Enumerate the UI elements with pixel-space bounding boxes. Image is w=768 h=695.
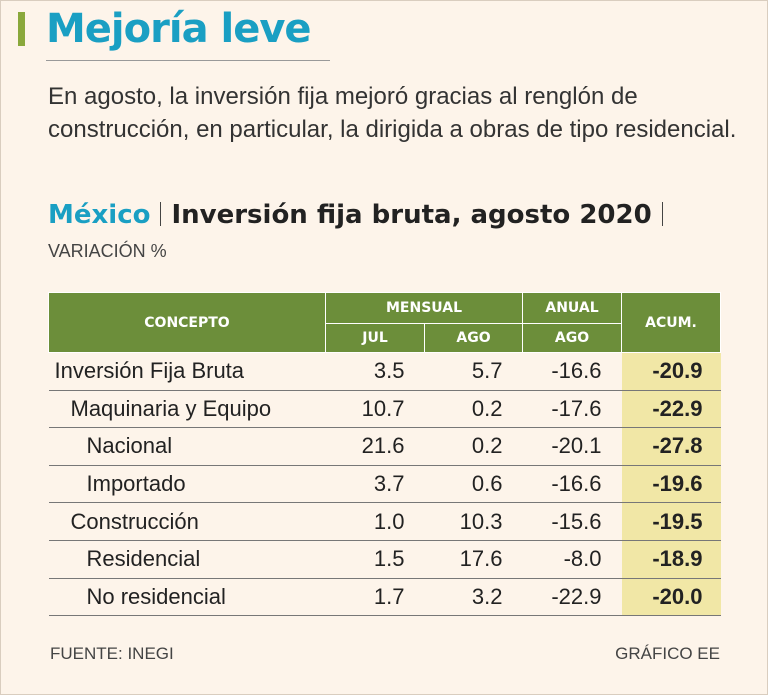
credit: GRÁFICO EE <box>615 644 720 663</box>
value-cell: 17.6 <box>424 540 523 579</box>
value-cell: 0.2 <box>424 427 523 466</box>
value-cell: 0.6 <box>424 465 523 504</box>
table-row: Nacional 21.6 0.2 -20.1 -27.8 <box>48 427 721 466</box>
value-cell: -16.6 <box>522 465 622 504</box>
value-cell: 1.0 <box>325 502 425 541</box>
description: En agosto, la inversión fija mejoró grac… <box>48 83 737 143</box>
cumulative-cell: -20.9 <box>621 352 721 391</box>
header-cell: AGO <box>424 323 523 353</box>
data-table: CONCEPTO MENSUAL ANUAL ACUM. JUL AGO AGO… <box>48 292 721 617</box>
cumulative-cell: -22.9 <box>621 390 721 429</box>
accent-bar <box>18 12 25 46</box>
subtitle: México Inversión fija bruta, agosto 2020 <box>48 200 673 230</box>
separator <box>661 202 663 226</box>
row-label: Inversión Fija Bruta <box>48 352 326 391</box>
value-cell: 3.2 <box>424 578 523 617</box>
table-row: Construcción 1.0 10.3 -15.6 -19.5 <box>48 502 721 541</box>
table-row: Inversión Fija Bruta 3.5 5.7 -16.6 -20.9 <box>48 352 721 391</box>
value-cell: 5.7 <box>424 352 523 391</box>
row-label: Maquinaria y Equipo <box>48 390 326 429</box>
value-cell: 3.7 <box>325 465 425 504</box>
source: FUENTE: INEGI <box>50 644 174 663</box>
table-body: Inversión Fija Bruta 3.5 5.7 -16.6 -20.9 Maqu… <box>48 352 721 617</box>
value-cell: -16.6 <box>522 352 622 391</box>
header-cell: ACUM. <box>621 292 721 353</box>
value-cell: 0.2 <box>424 390 523 429</box>
cumulative-cell: -20.0 <box>621 578 721 617</box>
table-row: No residencial 1.7 3.2 -22.9 -20.0 <box>48 578 721 617</box>
table-row: Importado 3.7 0.6 -16.6 -19.6 <box>48 465 721 504</box>
row-label: No residencial <box>48 578 326 617</box>
cumulative-cell: -19.5 <box>621 502 721 541</box>
value-cell: -22.9 <box>522 578 622 617</box>
header-cell: AGO <box>522 323 622 353</box>
country: México <box>48 200 151 230</box>
unit: VARIACIÓN % <box>48 241 167 261</box>
value-cell: -20.1 <box>522 427 622 466</box>
row-label: Residencial <box>48 540 326 579</box>
value-cell: -17.6 <box>522 390 622 429</box>
value-cell: 1.7 <box>325 578 425 617</box>
separator <box>160 202 162 226</box>
header-cell: JUL <box>325 323 425 353</box>
cumulative-cell: -27.8 <box>621 427 721 466</box>
value-cell: 21.6 <box>325 427 425 466</box>
value-cell: -8.0 <box>522 540 622 579</box>
header-cell: ANUAL <box>522 292 622 324</box>
row-label: Construcción <box>48 502 326 541</box>
table-row: Residencial 1.5 17.6 -8.0 -18.9 <box>48 540 721 579</box>
value-cell: -15.6 <box>522 502 622 541</box>
row-label: Nacional <box>48 427 326 466</box>
table-row: Maquinaria y Equipo 10.7 0.2 -17.6 -22.9 <box>48 390 721 429</box>
cumulative-cell: -18.9 <box>621 540 721 579</box>
value-cell: 1.5 <box>325 540 425 579</box>
subtitle-text: Inversión fija bruta, agosto 2020 <box>171 200 652 230</box>
value-cell: 3.5 <box>325 352 425 391</box>
title-rule <box>46 60 330 61</box>
value-cell: 10.3 <box>424 502 523 541</box>
value-cell: 10.7 <box>325 390 425 429</box>
title: Mejoría leve <box>46 6 312 52</box>
row-label: Importado <box>48 465 326 504</box>
header-cell: CONCEPTO <box>48 292 326 353</box>
cumulative-cell: -19.6 <box>621 465 721 504</box>
header-cell: MENSUAL <box>325 292 523 324</box>
